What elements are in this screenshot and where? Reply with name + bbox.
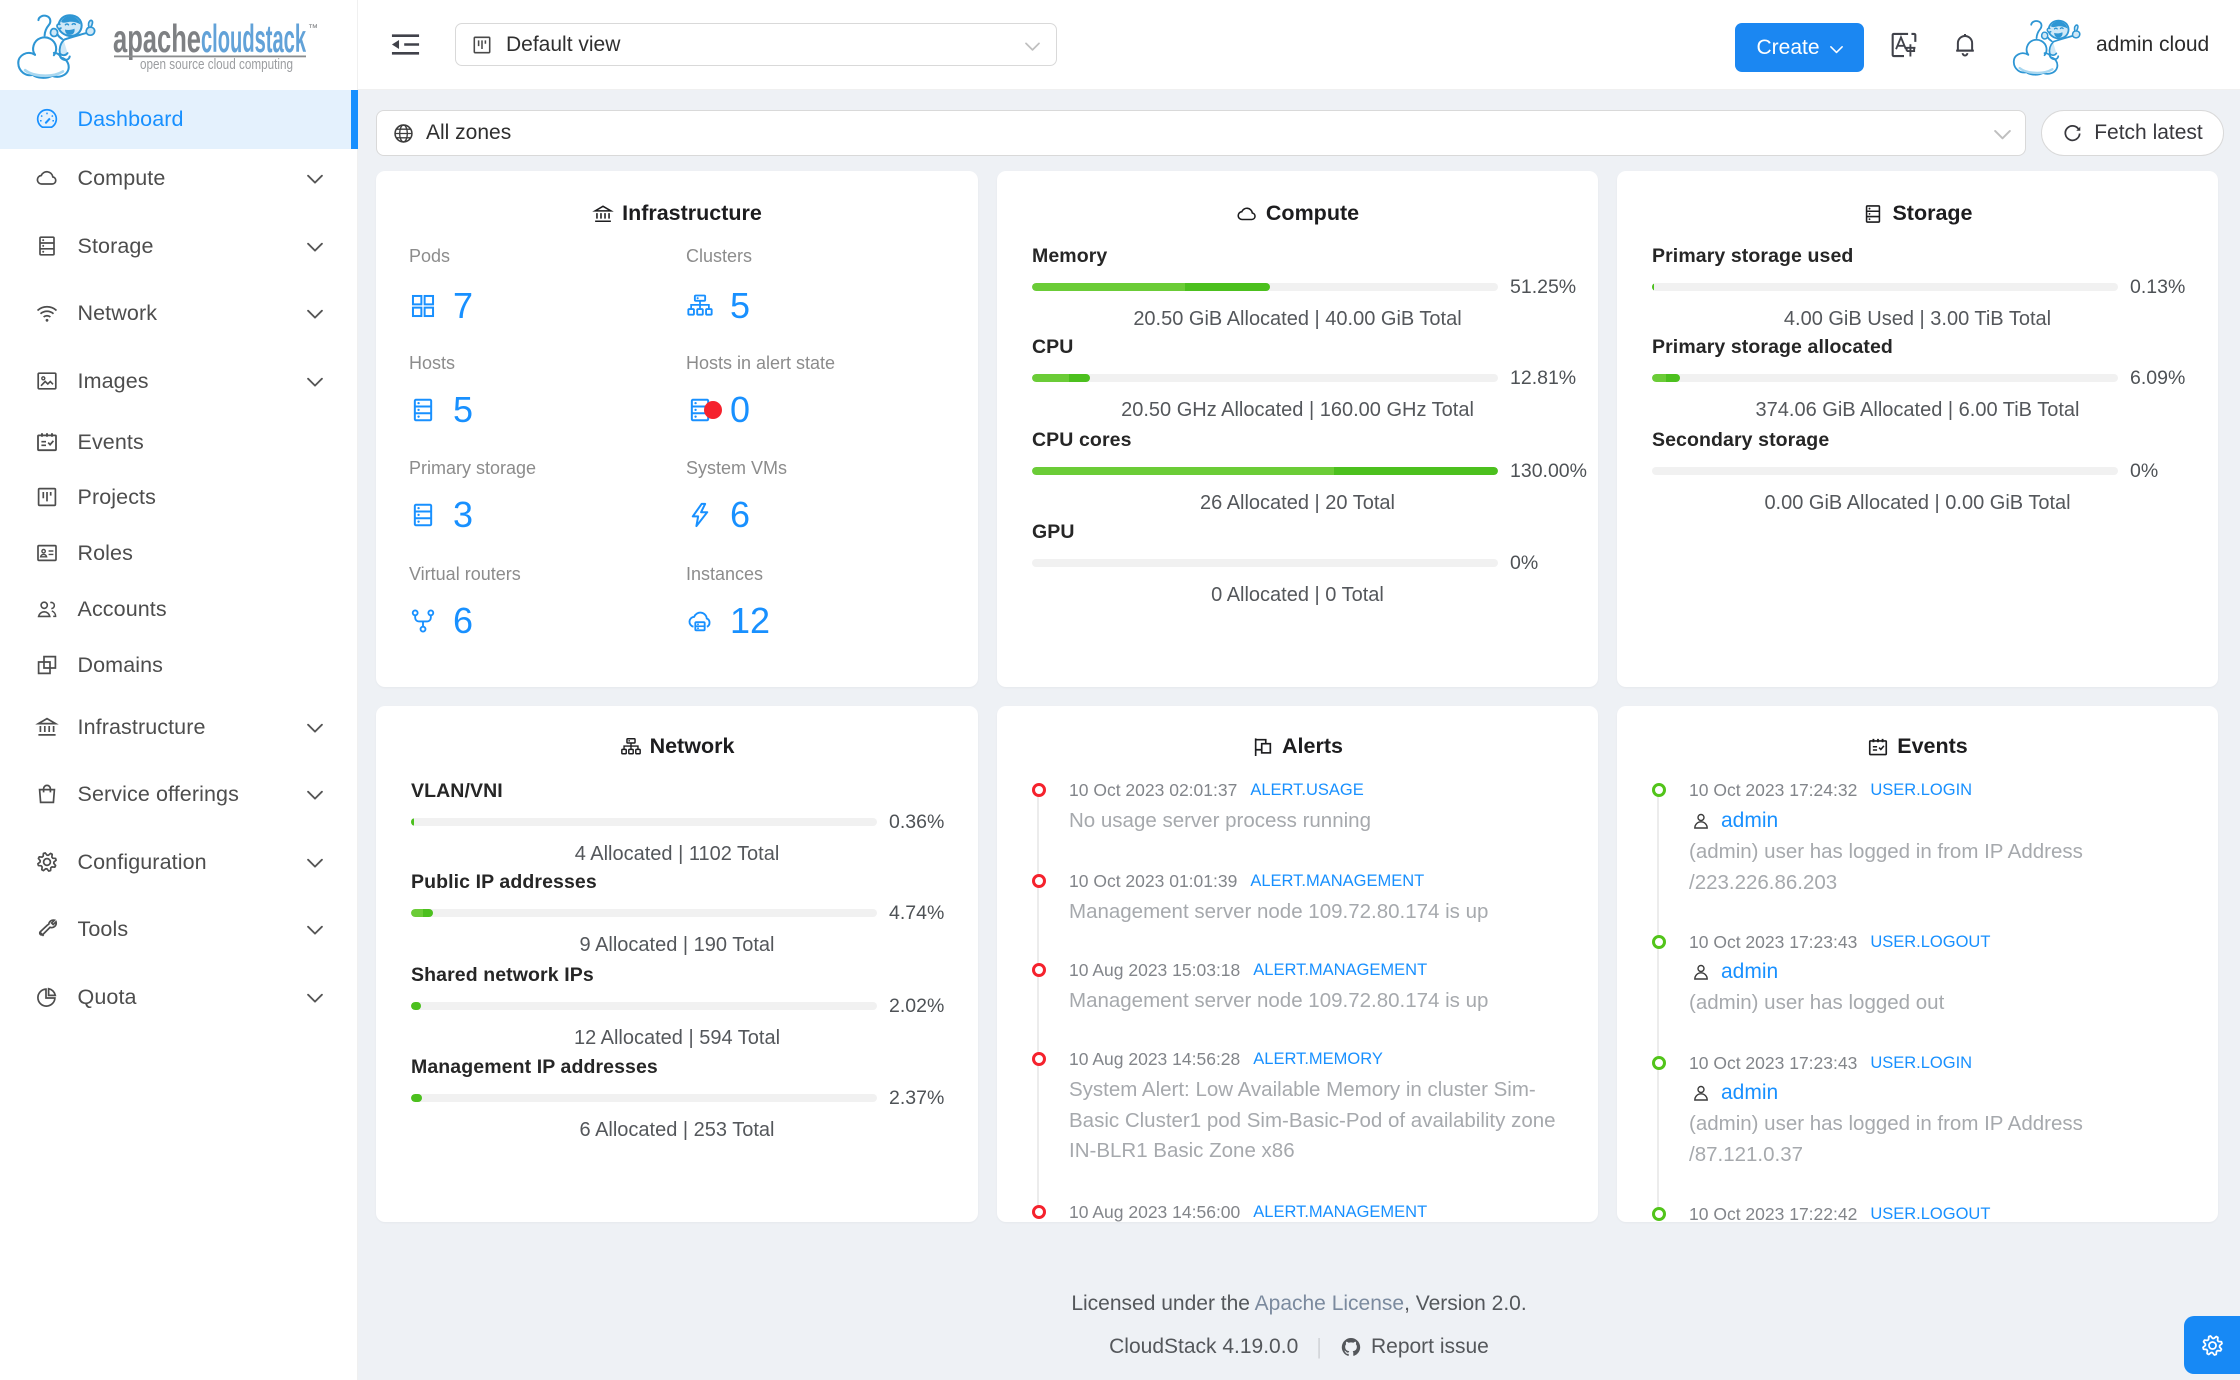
- svg-text:apache: apache: [113, 21, 201, 61]
- svg-text:cloudstack: cloudstack: [201, 21, 306, 61]
- svg-text:open source cloud computing: open source cloud computing: [140, 57, 293, 73]
- svg-text:™: ™: [308, 23, 318, 34]
